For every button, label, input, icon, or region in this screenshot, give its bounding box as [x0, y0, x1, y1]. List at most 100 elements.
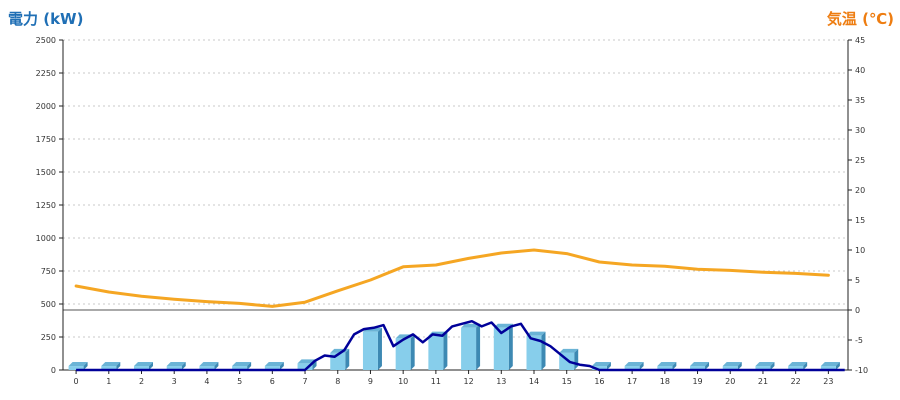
bar-side: [83, 362, 88, 370]
bar: [657, 366, 673, 370]
bar-side: [214, 362, 219, 370]
bar-top: [657, 362, 677, 367]
x-tick-label: 19: [692, 377, 702, 386]
bar-top: [134, 362, 153, 367]
bar: [591, 366, 607, 370]
bar-side: [476, 323, 481, 370]
right-tick-label: 30: [855, 126, 865, 135]
right-tick-label: 10: [855, 246, 865, 255]
bar-side: [672, 362, 677, 370]
right-tick-label: 35: [855, 96, 865, 105]
right-axis-title: 気温 (℃): [826, 10, 894, 28]
bar: [526, 335, 542, 370]
bar-top: [493, 323, 513, 328]
bar-side: [541, 331, 546, 370]
x-tick-label: 11: [431, 377, 441, 386]
bar: [820, 366, 836, 370]
bar: [199, 366, 215, 370]
bar: [166, 366, 182, 370]
left-tick-label: 0: [51, 366, 56, 375]
x-tick-label: 7: [302, 377, 307, 386]
right-tick-label: 0: [855, 306, 860, 315]
right-tick-label: 20: [855, 186, 865, 195]
x-tick-label: 20: [725, 377, 735, 386]
bar-side: [835, 362, 840, 370]
x-tick-label: 3: [172, 377, 177, 386]
right-tick-label: 5: [855, 276, 860, 285]
bar-side: [116, 362, 121, 370]
bar: [624, 366, 640, 370]
bar-side: [443, 331, 448, 370]
left-tick-label: 2000: [36, 102, 56, 111]
x-tick-label: 4: [204, 377, 209, 386]
left-tick-label: 250: [41, 333, 56, 342]
bar-top: [559, 348, 579, 353]
x-tick-label: 21: [758, 377, 768, 386]
bar: [755, 366, 771, 370]
bar-side: [345, 348, 350, 370]
x-tick-label: 9: [368, 377, 373, 386]
bar-side: [279, 362, 284, 370]
bar: [264, 366, 280, 370]
bar: [493, 327, 509, 370]
bar-side: [737, 362, 742, 370]
bar-top: [199, 362, 219, 367]
bar-top: [101, 362, 121, 367]
bar-side: [770, 362, 775, 370]
left-tick-label: 2250: [36, 69, 56, 78]
left-axis-title: 電力 (kW): [8, 10, 84, 28]
bar: [788, 366, 804, 370]
bar: [690, 366, 706, 370]
bar: [461, 327, 477, 370]
x-tick-label: 18: [660, 377, 670, 386]
bar-top: [232, 362, 252, 367]
bar: [68, 366, 84, 370]
x-tick-label: 1: [106, 377, 111, 386]
bar-side: [410, 334, 415, 370]
x-tick-label: 8: [335, 377, 340, 386]
bar: [362, 331, 378, 370]
bar: [134, 366, 149, 370]
bar-top: [591, 362, 611, 367]
bar-top: [624, 362, 644, 367]
bar-side: [377, 327, 382, 370]
bar-top: [264, 362, 284, 367]
x-tick-label: 2: [139, 377, 144, 386]
x-tick-label: 14: [529, 377, 539, 386]
bar-side: [149, 362, 153, 370]
left-tick-label: 500: [41, 300, 56, 309]
bar-top: [690, 362, 710, 367]
left-tick-label: 2500: [36, 36, 56, 45]
bar-side: [606, 362, 611, 370]
left-tick-label: 1750: [36, 135, 56, 144]
x-tick-label: 15: [562, 377, 572, 386]
x-tick-label: 5: [237, 377, 242, 386]
x-tick-label: 13: [496, 377, 506, 386]
bar: [722, 366, 738, 370]
bar-top: [788, 362, 808, 367]
bar-side: [247, 362, 252, 370]
x-tick-label: 17: [627, 377, 637, 386]
temperature-line: [74, 248, 830, 308]
bar: [101, 366, 117, 370]
bar-top: [722, 362, 742, 367]
bar: [395, 338, 411, 370]
bar-top: [820, 362, 840, 367]
right-tick-label: -10: [855, 366, 868, 375]
bar: [428, 335, 444, 370]
bar-top: [461, 323, 481, 328]
bar-side: [803, 362, 808, 370]
x-tick-label: 0: [74, 377, 79, 386]
bar-top: [755, 362, 775, 367]
bar-side: [181, 362, 186, 370]
left-tick-label: 1000: [36, 234, 56, 243]
x-tick-label: 10: [398, 377, 408, 386]
left-tick-label: 1250: [36, 201, 56, 210]
left-tick-label: 750: [41, 267, 56, 276]
bar-side: [705, 362, 710, 370]
left-tick-label: 1500: [36, 168, 56, 177]
bar-top: [526, 331, 546, 336]
bar-side: [508, 323, 513, 370]
power-line: [76, 319, 845, 372]
